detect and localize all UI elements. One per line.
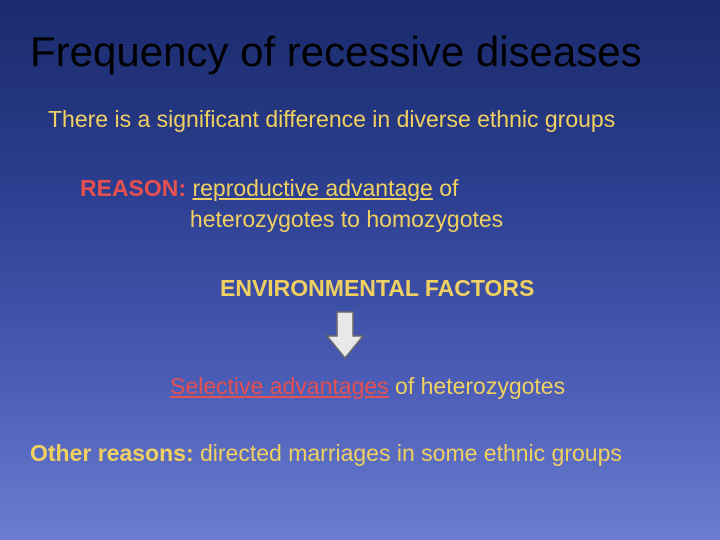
other-reasons-line: Other reasons: directed marriages in som… (30, 440, 690, 467)
reason-label: REASON: (80, 175, 186, 201)
selective-line: Selective advantages of heterozygotes (170, 373, 690, 400)
reason-block: REASON: reproductive advantage of REASON… (80, 173, 690, 235)
down-arrow-icon (325, 310, 690, 365)
reason-line2: heterozygotes to homozygotes (190, 206, 503, 232)
other-label: Other reasons: (30, 440, 194, 466)
reason-underlined: reproductive advantage (192, 175, 432, 201)
environmental-factors: ENVIRONMENTAL FACTORS (220, 275, 690, 302)
reason-after-underline: of (433, 175, 459, 201)
selective-rest: of heterozygotes (389, 373, 565, 399)
slide-title: Frequency of recessive diseases (30, 28, 690, 76)
other-rest: directed marriages in some ethnic groups (194, 440, 622, 466)
slide-subtitle: There is a significant difference in div… (48, 106, 690, 133)
selective-label: Selective advantages (170, 373, 389, 399)
